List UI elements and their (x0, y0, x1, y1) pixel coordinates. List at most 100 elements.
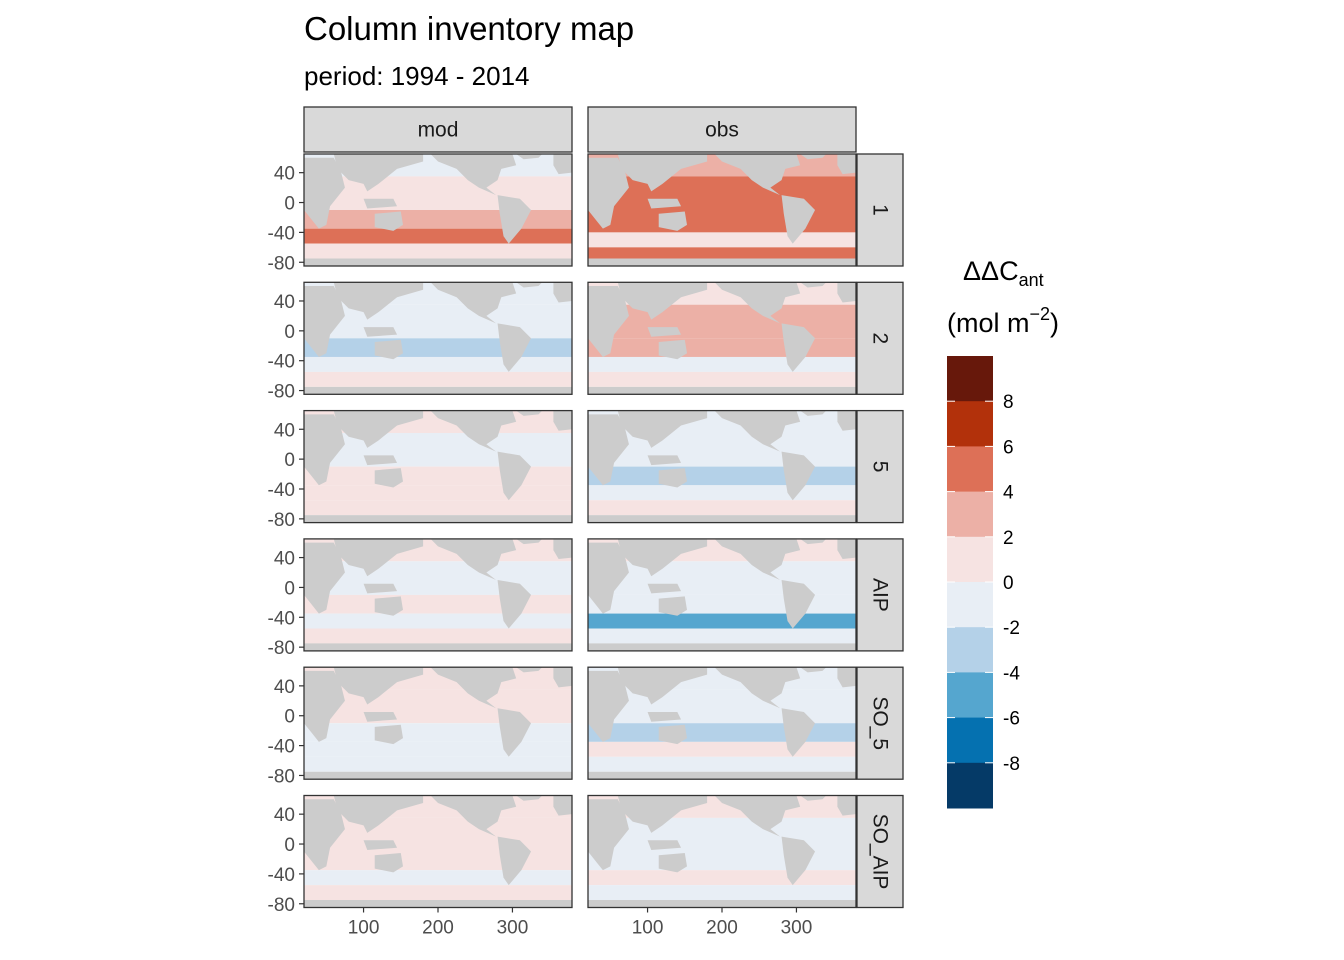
value-band (588, 851, 856, 871)
y-tick-label: 40 (274, 805, 295, 826)
y-tick-label: 0 (284, 835, 295, 856)
value-band (304, 485, 572, 501)
strip-SO_5: SO_5 (856, 666, 904, 780)
legend-label: 8 (1003, 392, 1014, 413)
value-band (588, 338, 856, 357)
y-tick-label: 0 (284, 707, 295, 728)
x-tick-label: 300 (781, 918, 813, 939)
legend-label: 0 (1003, 573, 1014, 594)
panel-AIP-obs (587, 538, 857, 652)
value-band (304, 870, 572, 886)
panel-border (303, 409, 573, 524)
y-tick-label: -80 (268, 510, 295, 531)
chart-subtitle: period: 1994 - 2014 (304, 61, 530, 91)
strip-SO_AIP: SO_AIP (856, 794, 904, 909)
legend-label: -8 (1003, 754, 1020, 775)
value-band (588, 870, 856, 886)
value-band (304, 356, 572, 372)
strip-label: AIP (869, 578, 892, 612)
x-tick-label: 100 (632, 918, 664, 939)
value-band (304, 466, 572, 486)
legend-label: -6 (1003, 709, 1020, 730)
value-band (304, 433, 572, 467)
value-band (588, 723, 856, 742)
panel-border (587, 538, 857, 652)
legend-label: -2 (1003, 618, 1020, 639)
value-band (304, 594, 572, 614)
panel-1-mod (303, 153, 573, 267)
y-tick-label: -40 (268, 608, 295, 629)
value-band (304, 613, 572, 629)
value-band (304, 723, 572, 742)
y-tick-label: 40 (274, 677, 295, 698)
x-tick-label: 100 (348, 918, 380, 939)
strip-label: SO_AIP (869, 814, 892, 890)
value-band (304, 741, 572, 757)
value-band (588, 485, 856, 501)
facet-strips: mod obs 1 2 5 AIP SO_5 SO_AIP (303, 106, 904, 909)
facet-panels (303, 153, 857, 909)
y-tick-label: -40 (268, 737, 295, 758)
y-tick-label: -40 (268, 480, 295, 501)
value-band (588, 304, 856, 339)
y-tick-label: -80 (268, 895, 295, 916)
value-band (304, 885, 572, 901)
panel-SO_5-obs (587, 666, 857, 780)
strip-mod: mod (303, 106, 573, 153)
legend-color-bin (947, 762, 993, 809)
value-band (304, 371, 572, 387)
value-band (588, 500, 856, 516)
y-tick-label: -40 (268, 865, 295, 886)
legend-color-bin (947, 401, 993, 447)
y-tick-label: -80 (268, 253, 295, 274)
strip-label: SO_5 (869, 696, 892, 750)
chart-title: Column inventory map (304, 10, 635, 47)
axes: 40 0 -40 -80 40 0 -40 -80 40 0 -40 -80 40 0 -40 -80 40 0 -… (268, 164, 813, 939)
panel-1-obs (587, 153, 857, 267)
value-band (588, 689, 856, 724)
y-tick-label: -80 (268, 766, 295, 787)
panel-AIP-mod (303, 538, 573, 652)
strip-obs: obs (587, 106, 857, 153)
panel-2-mod (303, 281, 573, 395)
value-band (588, 356, 856, 372)
value-band (588, 628, 856, 644)
strip-label: mod (418, 119, 459, 142)
value-band (304, 176, 572, 210)
x-tick-label: 200 (422, 918, 454, 939)
legend-color-bin (947, 356, 993, 402)
value-band (304, 243, 572, 259)
strip-label: 2 (869, 332, 892, 344)
y-tick-label: 0 (284, 322, 295, 343)
x-tick-label: 300 (497, 918, 529, 939)
strip-1: 1 (856, 153, 904, 267)
value-band (588, 232, 856, 248)
y-tick-label: -80 (268, 382, 295, 403)
value-band (588, 176, 856, 210)
value-band (304, 228, 572, 244)
panel-border (587, 409, 857, 524)
panel-SO_AIP-mod (303, 794, 573, 909)
value-band (304, 338, 572, 357)
legend-label: 2 (1003, 528, 1014, 549)
y-tick-label: 0 (284, 450, 295, 471)
value-band (304, 689, 572, 724)
value-band (304, 304, 572, 339)
value-band (588, 247, 856, 259)
legend-color-bin (947, 491, 993, 538)
value-band (588, 741, 856, 757)
y-tick-label: -40 (268, 352, 295, 373)
color-legend: 8 6 4 2 0 -2 -4 -6 -8 ΔΔCant (mol m−2) (947, 256, 1059, 809)
value-band (588, 885, 856, 901)
strip-label: obs (705, 119, 739, 142)
legend-color-bin (947, 446, 993, 493)
strip-label: 1 (869, 204, 892, 216)
panel-2-obs (587, 281, 857, 395)
legend-color-bin (947, 627, 993, 673)
panel-border (303, 538, 573, 652)
legend-color-bin (947, 717, 993, 764)
panel-border (303, 281, 573, 395)
value-band (304, 851, 572, 871)
value-band (588, 817, 856, 852)
